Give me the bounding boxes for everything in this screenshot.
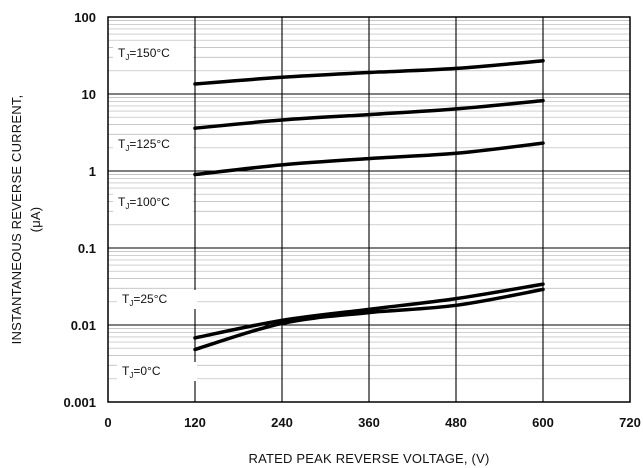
x-tick-label: 240 xyxy=(271,415,293,430)
curve-label-background xyxy=(117,290,197,309)
curve-label-background xyxy=(113,193,193,212)
x-tick-label: 480 xyxy=(445,415,467,430)
series-line xyxy=(193,282,545,340)
curves xyxy=(193,59,545,352)
x-tick-label: 600 xyxy=(532,415,554,430)
x-tick-label: 120 xyxy=(184,415,206,430)
curve-label-background xyxy=(117,362,197,381)
plot-frame xyxy=(107,16,631,403)
curve-label: TJ=150°C xyxy=(118,46,170,62)
series-line xyxy=(193,141,545,177)
y-tick-label: 0.01 xyxy=(71,318,96,333)
curve-label-background xyxy=(113,135,193,154)
series-line xyxy=(193,98,545,130)
series-line xyxy=(193,59,545,86)
curve-label-background xyxy=(113,44,193,63)
y-tick-label: 0.001 xyxy=(63,395,96,410)
curve-label: TJ=125°C xyxy=(118,137,170,153)
x-axis-title: RATED PEAK REVERSE VOLTAGE, (V) xyxy=(249,451,490,466)
series-line xyxy=(193,287,545,352)
curve-label: TJ=0°C xyxy=(122,364,161,380)
y-axis-title-line-2: (μA) xyxy=(28,207,43,233)
y-tick-label: 100 xyxy=(74,10,96,25)
y-axis-title-line-1: INSTANTANEOUS REVERSE CURRENT, xyxy=(9,95,24,345)
y-tick-labels: 0.001 0.01 0.1 1 10 100 xyxy=(63,10,96,410)
curve-label: TJ=25°C xyxy=(122,292,167,308)
x-tick-label: 0 xyxy=(104,415,111,430)
curve-label: TJ=100°C xyxy=(118,195,170,211)
x-tick-labels: 0 120 240 360 480 600 720 xyxy=(104,415,640,430)
x-tick-label: 720 xyxy=(619,415,641,430)
y-tick-label: 0.1 xyxy=(78,241,96,256)
x-tick-label: 360 xyxy=(358,415,380,430)
curve-label-backgrounds xyxy=(113,44,197,381)
y-tick-label: 1 xyxy=(89,164,96,179)
curve-labels: TJ=150°C TJ=125°C TJ=100°C TJ=25°C TJ=0°C xyxy=(118,46,170,380)
y-tick-label: 10 xyxy=(82,87,96,102)
